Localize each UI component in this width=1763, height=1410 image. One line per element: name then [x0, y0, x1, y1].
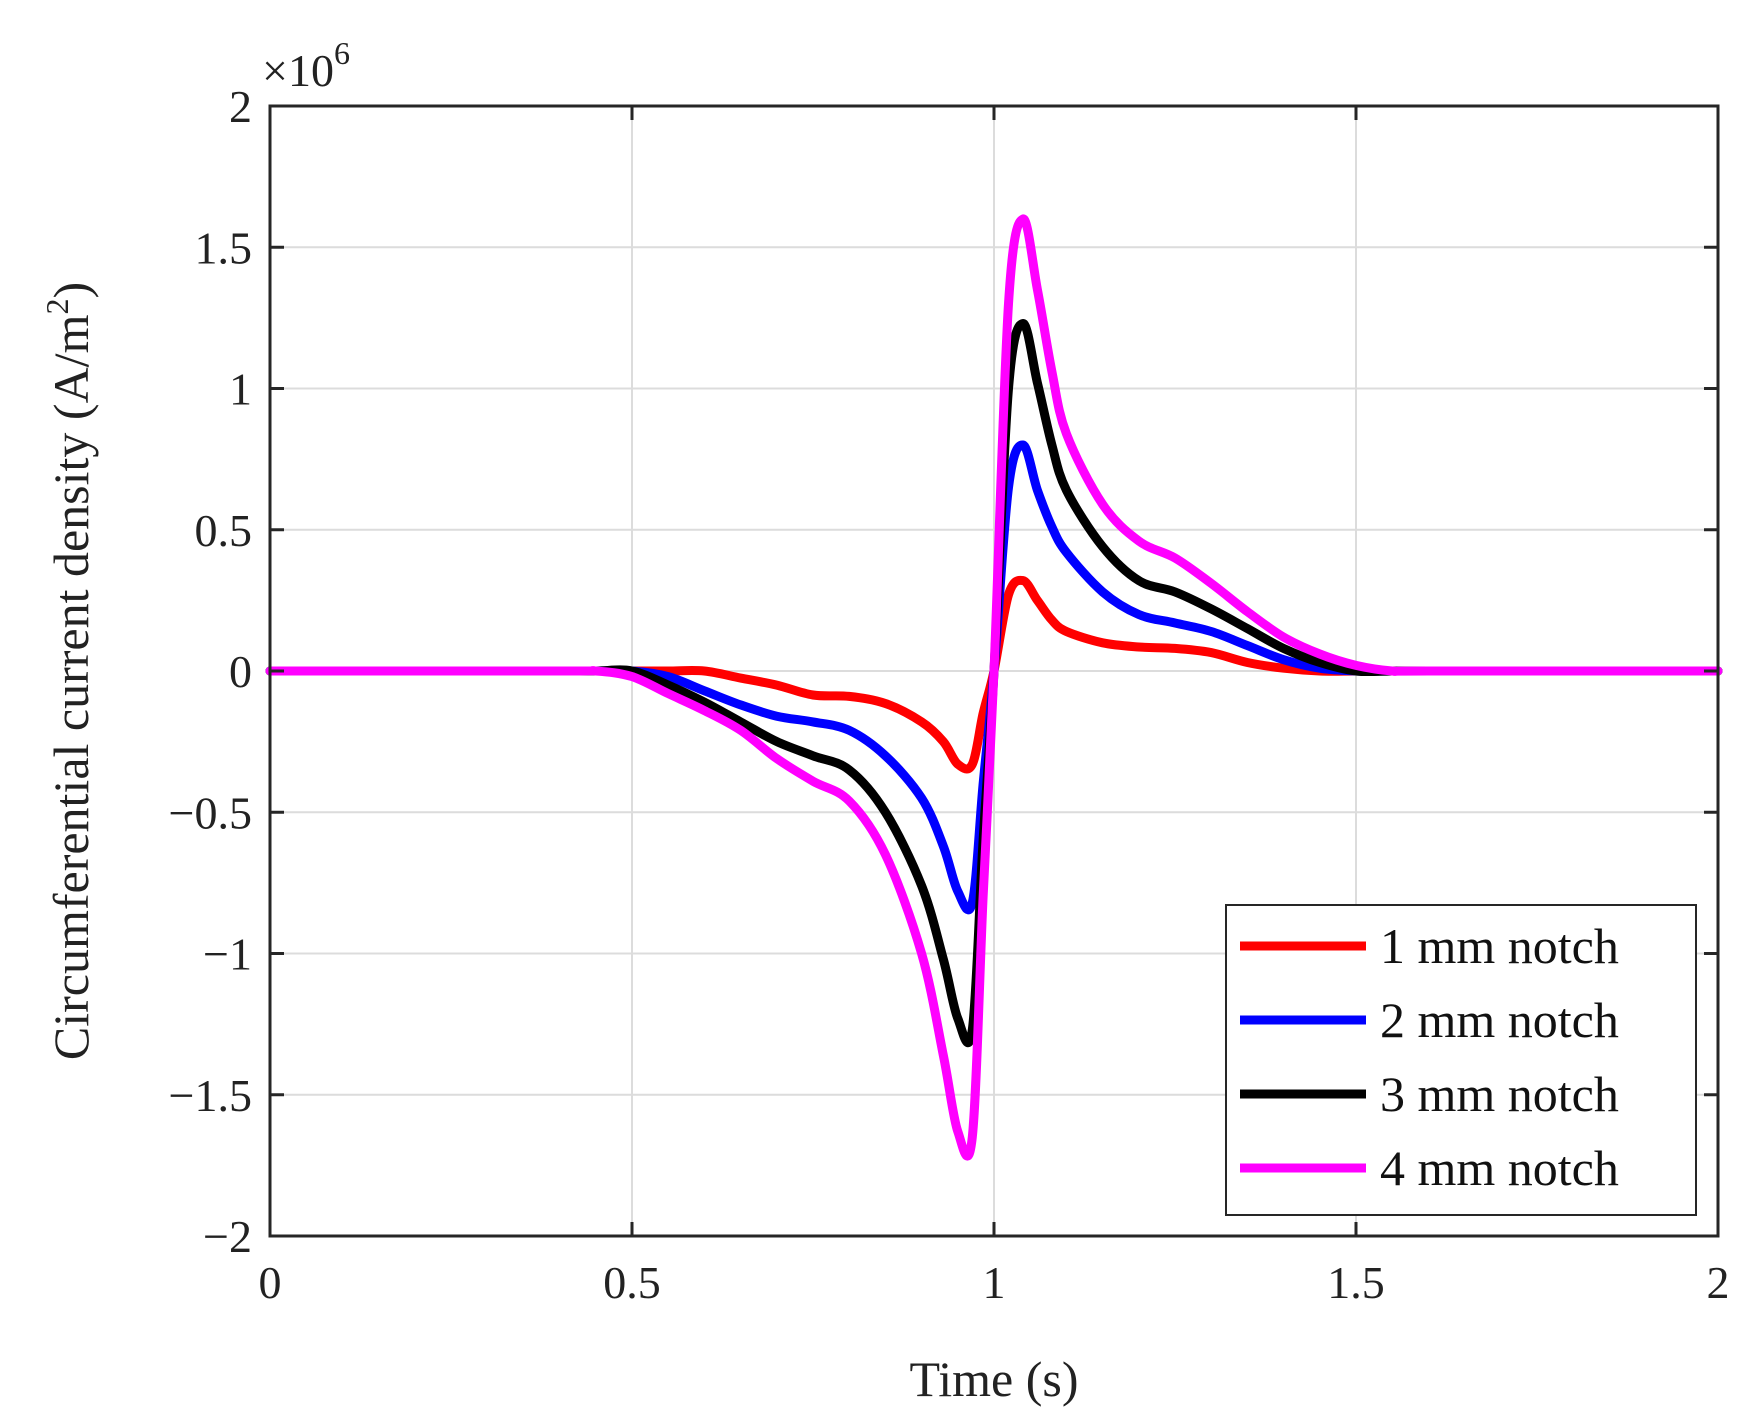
y-tick-label: −1.5 — [169, 1070, 252, 1121]
y-tick-label: 2 — [229, 81, 252, 132]
series-lines — [265, 214, 1723, 1161]
x-tick-label: 0 — [259, 1257, 282, 1308]
y-tick-labels: −2 −1.5 −1 −0.5 0 0.5 1 1.5 2 — [169, 81, 252, 1262]
legend-label: 1 mm notch — [1380, 918, 1619, 974]
x-tick-label: 0.5 — [603, 1257, 661, 1308]
y-tick-label: 0.5 — [195, 505, 253, 556]
y-tick-label: −0.5 — [169, 787, 252, 838]
legend-label: 2 mm notch — [1380, 992, 1619, 1048]
legend: 1 mm notch 2 mm notch 3 mm notch 4 mm notch — [1225, 904, 1697, 1216]
x-tick-label: 1 — [983, 1257, 1006, 1308]
y-tick-label: −1 — [203, 929, 252, 980]
x-tick-label: 1.5 — [1327, 1257, 1385, 1308]
series-line-4mm — [265, 214, 1723, 1161]
legend-label: 3 mm notch — [1380, 1066, 1619, 1122]
legend-box — [1225, 904, 1697, 1216]
y-exponent: ×106 — [262, 35, 350, 96]
y-tick-label: −2 — [203, 1211, 252, 1262]
x-tick-label: 2 — [1707, 1257, 1730, 1308]
x-tick-labels: 0 0.5 1 1.5 2 — [259, 1257, 1730, 1308]
y-tick-label: 1.5 — [195, 222, 253, 273]
legend-label: 4 mm notch — [1380, 1140, 1619, 1196]
y-axis-title: Circumferential current density (A/m2) — [39, 282, 99, 1060]
y-tick-label: 0 — [229, 646, 252, 697]
y-tick-label: 1 — [229, 364, 252, 415]
x-axis-title: Time (s) — [909, 1351, 1078, 1407]
ticks — [268, 104, 1720, 1238]
